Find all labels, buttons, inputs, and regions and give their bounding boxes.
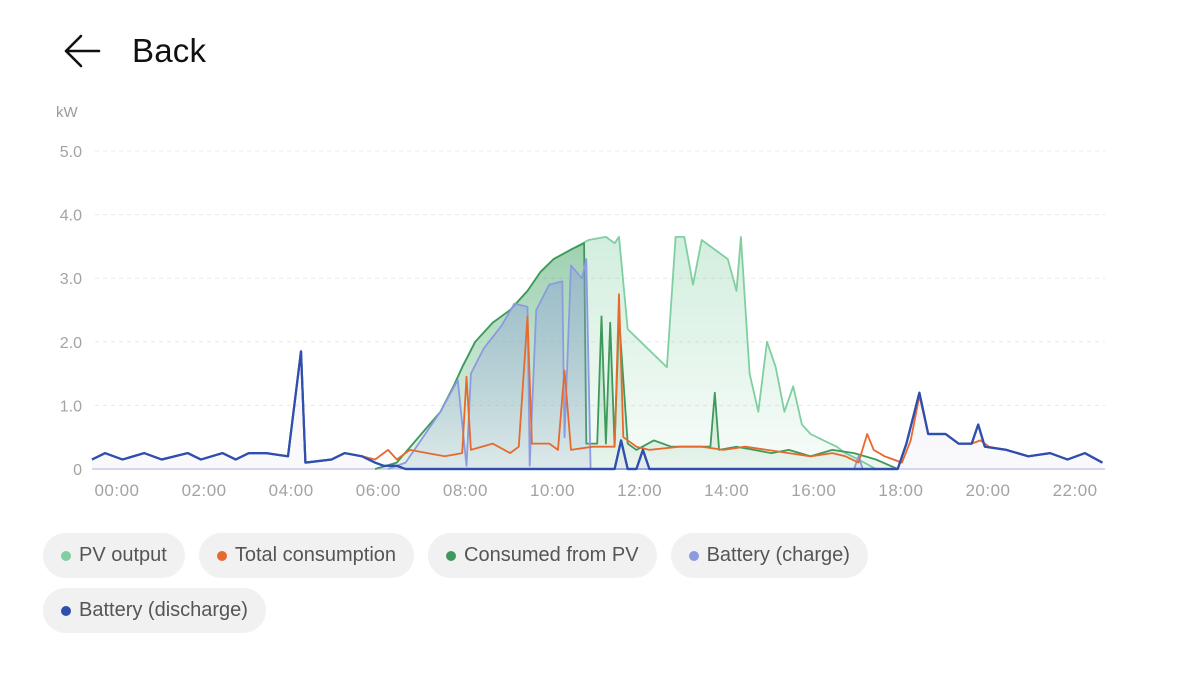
series-line-battery-discharge-top (91, 350, 1103, 471)
y-tick-label: 2.0 (60, 335, 82, 352)
legend-dot-icon (61, 605, 71, 616)
x-tick-label: 04:00 (269, 481, 314, 500)
legend-dot-icon (446, 550, 457, 561)
x-tick-label: 22:00 (1053, 481, 1098, 500)
y-tick-label: 1.0 (60, 398, 82, 415)
back-button[interactable]: Back (60, 28, 206, 74)
y-tick-label: 0 (73, 462, 82, 479)
series-line-consumed-from-pv (374, 242, 899, 470)
legend-label: Consumed from PV (464, 544, 639, 566)
y-tick-label: 3.0 (60, 271, 82, 288)
y-tick-label: 4.0 (60, 208, 82, 225)
legend-dot-icon (216, 550, 227, 561)
x-tick-label: 12:00 (617, 481, 662, 500)
x-tick-label: 10:00 (530, 481, 575, 500)
arrow-left-icon (60, 29, 104, 73)
legend-chip-consumed-from-pv[interactable]: Consumed from PV (428, 533, 657, 578)
legend-label: Battery (charge) (706, 544, 850, 566)
legend-label: PV output (79, 544, 167, 566)
x-tick-label: 02:00 (182, 481, 227, 500)
power-chart[interactable]: kW 0 1.0 2.0 3.0 4.0 5.0 00:00 02:00 04:00 06:00 0… (0, 90, 1200, 510)
legend-chip-pv-output[interactable]: PV output (43, 533, 185, 578)
legend-chip-battery-discharge[interactable]: Battery (discharge) (43, 588, 266, 633)
chart-canvas[interactable]: 0 1.0 2.0 3.0 4.0 5.0 00:00 02:00 04:00 06:00 08:0… (0, 90, 1200, 510)
legend-dot-icon (61, 550, 71, 561)
legend-chip-total-consumption[interactable]: Total consumption (198, 533, 415, 578)
legend-label: Total consumption (234, 544, 397, 566)
y-axis-unit: kW (56, 104, 78, 121)
x-tick-label: 16:00 (791, 481, 836, 500)
x-tick-label: 00:00 (94, 481, 139, 500)
y-tick-label: 5.0 (60, 144, 82, 161)
x-tick-label: 18:00 (878, 481, 923, 500)
legend-chip-battery-charge[interactable]: Battery (charge) (670, 533, 868, 578)
legend-dot-icon (688, 550, 699, 561)
back-label: Back (132, 32, 207, 69)
legend-label: Battery (discharge) (79, 599, 248, 621)
x-tick-label: 20:00 (965, 481, 1010, 500)
x-tick-label: 06:00 (356, 481, 401, 500)
series-area (388, 259, 863, 469)
x-tick-label: 14:00 (704, 481, 749, 500)
legend: PV output Total consumption Consumed fro… (43, 533, 1043, 633)
x-tick-label: 08:00 (443, 481, 488, 500)
